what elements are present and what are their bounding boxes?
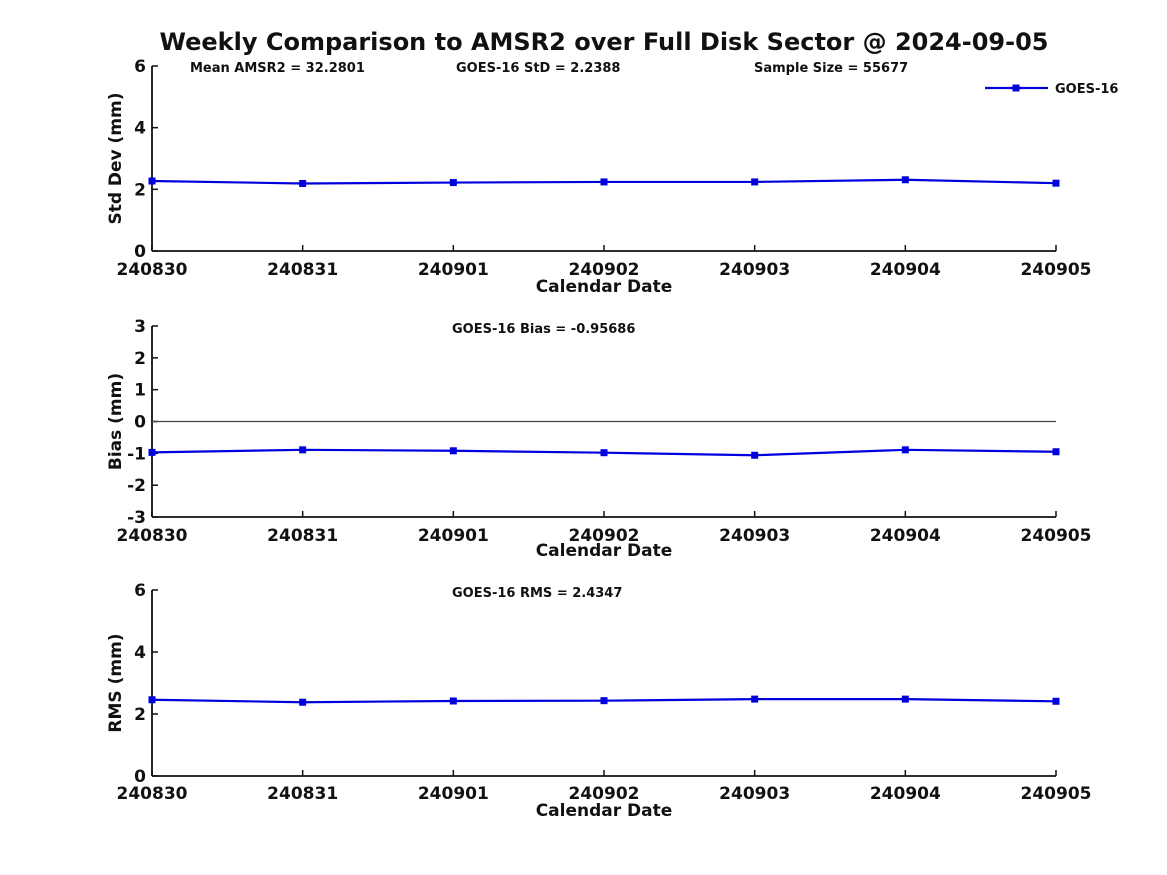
data-point-marker [600, 178, 608, 186]
y-tick-label: 4 [134, 643, 146, 663]
y-tick-label: -1 [127, 444, 146, 464]
subplot-rms: 0 2 4 6 240830 240831 240901 240902 240903 240904… [106, 581, 1091, 821]
y-tick-label: 3 [134, 317, 146, 337]
x-tick-label: 240830 [117, 260, 188, 280]
x-tick-label: 240830 [117, 526, 188, 546]
x-tick-label: 240902 [569, 526, 640, 546]
x-tick-label: 240904 [870, 526, 941, 546]
data-point-marker [751, 178, 759, 186]
y-tick-label: 0 [134, 767, 146, 787]
x-tick-label: 240905 [1021, 260, 1092, 280]
subplot-bias: -3 -2 -1 0 1 2 3 240830 240831 240901 240902 240903… [106, 317, 1091, 561]
x-tick-label: 240903 [719, 526, 790, 546]
data-point-marker [449, 179, 457, 187]
y-axis-label: Std Dev (mm) [106, 92, 126, 224]
data-point-marker [751, 451, 759, 459]
data-point-marker [299, 179, 307, 187]
data-point-marker [299, 698, 307, 706]
data-point-marker [1052, 179, 1060, 187]
y-axis-label: Bias (mm) [106, 373, 126, 470]
x-axis-label: Calendar Date [536, 801, 673, 821]
annotation-text: GOES-16 RMS = 2.4347 [452, 586, 622, 601]
data-point-marker [449, 697, 457, 705]
data-point-marker [901, 446, 909, 454]
x-tick-label: 240902 [569, 784, 640, 804]
data-point-marker [600, 449, 608, 457]
y-tick-label: 2 [134, 180, 146, 200]
y-tick-label: 0 [134, 242, 146, 262]
y-tick-label: 2 [134, 349, 146, 369]
x-tick-label: 240831 [267, 526, 338, 546]
data-point-marker [600, 697, 608, 705]
y-tick-label: -2 [127, 476, 146, 496]
x-tick-label: 240904 [870, 260, 941, 280]
x-axis-label: Calendar Date [536, 541, 673, 561]
x-tick-label: 240901 [418, 784, 489, 804]
x-tick-label: 240831 [267, 260, 338, 280]
x-tick-label: 240901 [418, 526, 489, 546]
x-tick-label: 240905 [1021, 784, 1092, 804]
x-tick-label: 240903 [719, 260, 790, 280]
x-tick-label: 240904 [870, 784, 941, 804]
y-tick-label: 6 [134, 57, 146, 77]
x-tick-label: 240902 [569, 260, 640, 280]
figure-title: Weekly Comparison to AMSR2 over Full Dis… [159, 28, 1049, 56]
x-tick-label: 240901 [418, 260, 489, 280]
data-point-marker [901, 695, 909, 703]
x-axis-label: Calendar Date [536, 277, 673, 297]
data-point-marker [148, 448, 156, 456]
data-point-marker [299, 446, 307, 454]
y-tick-label: 6 [134, 581, 146, 601]
data-point-marker [901, 176, 909, 184]
data-point-marker [1052, 697, 1060, 705]
y-tick-label: -3 [127, 508, 146, 528]
data-point-marker [751, 695, 759, 703]
x-tick-label: 240905 [1021, 526, 1092, 546]
data-point-marker [449, 447, 457, 455]
x-tick-label: 240903 [719, 784, 790, 804]
legend-marker-icon [1012, 84, 1020, 92]
data-point-marker [148, 177, 156, 185]
annotation-text: Mean AMSR2 = 32.2801 [190, 61, 365, 76]
x-tick-label: 240831 [267, 784, 338, 804]
annotation-text: GOES-16 Bias = -0.95686 [452, 322, 635, 337]
data-point-marker [1052, 448, 1060, 456]
y-tick-label: 0 [134, 413, 146, 433]
y-tick-label: 2 [134, 705, 146, 725]
y-tick-label: 1 [134, 381, 146, 401]
y-tick-label: 4 [134, 119, 146, 139]
legend: GOES-16 [985, 82, 1118, 97]
x-tick-label: 240830 [117, 784, 188, 804]
y-axis-label: RMS (mm) [106, 633, 126, 732]
subplot-stddev: 0 2 4 6 240830 240831 240901 240902 240903 240904… [106, 57, 1118, 297]
data-point-marker [148, 696, 156, 704]
annotation-text: Sample Size = 55677 [754, 61, 908, 76]
annotation-text: GOES-16 StD = 2.2388 [456, 61, 620, 76]
legend-label: GOES-16 [1055, 82, 1118, 97]
